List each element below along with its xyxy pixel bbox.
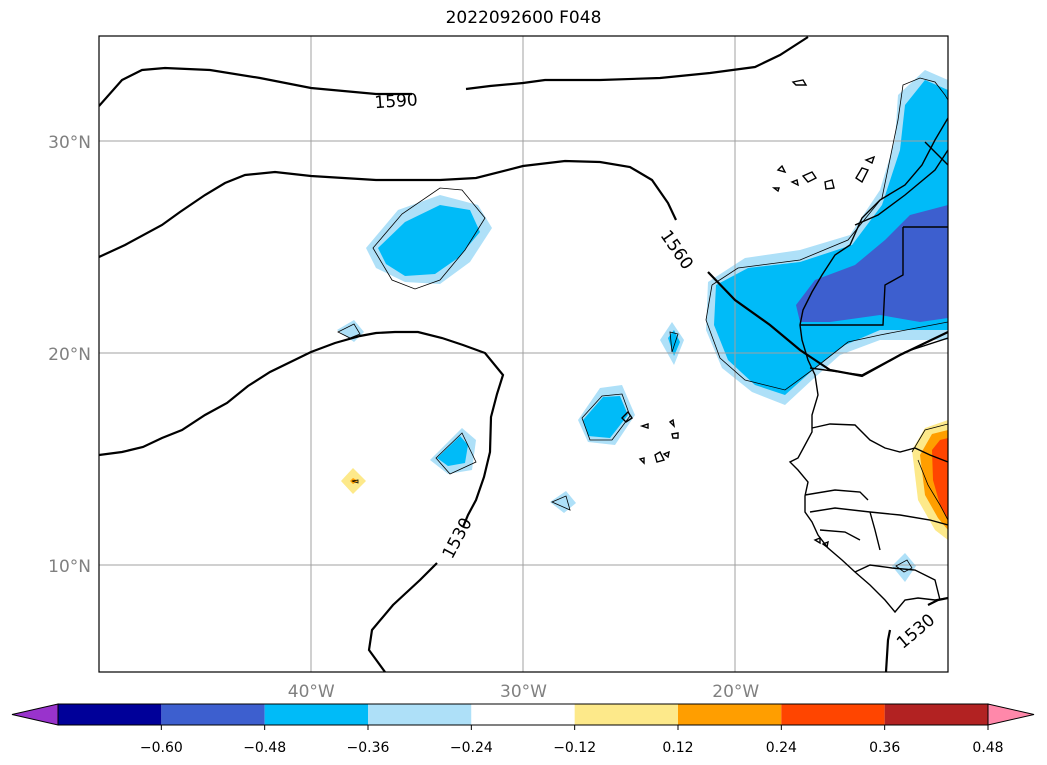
colorbar-frame: [57, 703, 989, 726]
canary-island: [776, 164, 787, 174]
anomaly-outline: [372, 187, 486, 290]
lat-tick-label: 10°N: [48, 557, 91, 577]
colorbar-extend-low: [11, 703, 59, 726]
lon-tick-labels: 40°W 30°W 20°W: [288, 682, 760, 702]
canary-island: [855, 167, 869, 184]
colorbar-tick-label: 0.24: [766, 740, 797, 756]
contour-1530: [927, 596, 948, 606]
plot-frame: [98, 35, 949, 673]
anomaly-outline: [895, 559, 913, 573]
anomaly-outline: [581, 393, 631, 441]
coastlines: [621, 79, 948, 614]
colorbar-tick-label: −0.12: [553, 740, 596, 756]
anomaly-outline: [669, 331, 679, 353]
africa-coastline: [788, 117, 948, 614]
contour-1590: [99, 66, 412, 107]
colorbar-swatch: [884, 704, 988, 725]
cape-verde-island: [639, 423, 649, 429]
mauritania-border: [800, 226, 948, 326]
height-contours: [99, 36, 948, 672]
map-title: 2022092600 F048: [445, 8, 602, 28]
shade-cyan: [378, 205, 480, 276]
colorbar-swatch: [368, 704, 472, 725]
shade-medium-blue: [796, 205, 948, 322]
colorbar-extend-high: [987, 703, 1035, 726]
cape-verde-island: [638, 457, 645, 465]
contour-1530: [367, 562, 438, 672]
bissagos-island: [821, 540, 829, 549]
colorbar-tick-label: −0.24: [450, 740, 493, 756]
contour-label: 1560: [656, 227, 697, 274]
canary-island: [801, 171, 818, 183]
cape-verde-island: [621, 410, 633, 423]
shade-cyan: [583, 396, 628, 438]
lat-tick-labels: 30°N 20°N 10°N: [48, 133, 91, 577]
colorbar: −0.60 −0.48 −0.36 −0.24 −0.12 0.12 0.24 0.36 0.4…: [11, 703, 1035, 756]
canary-island: [790, 179, 799, 187]
colorbar-swatch: [161, 704, 265, 725]
colorbar-swatch: [58, 704, 162, 725]
contour-1560: [707, 271, 948, 378]
colorbar-tick-label: −0.60: [140, 740, 183, 756]
contour-1590: [465, 36, 809, 91]
colorbar-tick-label: −0.36: [347, 740, 390, 756]
senegal-region-borders: [804, 423, 948, 601]
western-sahara-border: [854, 149, 948, 226]
canary-island: [864, 155, 876, 164]
anomaly-outline: [351, 479, 359, 484]
lon-tick-label: 20°W: [712, 682, 759, 702]
anomaly-outline: [435, 432, 477, 475]
shaded-field: [337, 70, 948, 582]
anomaly-outline: [551, 495, 571, 511]
anomaly-outline: [917, 459, 948, 521]
lon-tick-label: 30°W: [500, 682, 547, 702]
canary-island: [771, 187, 780, 193]
bissagos-island: [813, 536, 821, 545]
colorbar-tick-label: 0.48: [972, 740, 1003, 756]
shade-light-blue: [550, 491, 576, 513]
anomaly-outline: [337, 323, 361, 339]
contour-labels: 1590 1560 1530 1530: [374, 90, 939, 653]
colorbar-swatch: [471, 704, 575, 725]
contour-1530: [99, 330, 505, 528]
colorbar-swatch: [678, 704, 782, 725]
contour-label: 1530: [439, 515, 477, 563]
morocco-algeria-border: [924, 141, 948, 166]
anomaly-outlines: [337, 77, 948, 573]
lat-tick-label: 30°N: [48, 133, 91, 153]
madeira-island: [791, 79, 808, 86]
shade-cyan: [437, 436, 468, 466]
contour-1530: [884, 629, 892, 672]
cape-verde-island: [654, 451, 666, 463]
colorbar-tick-label: 0.12: [662, 740, 693, 756]
lon-tick-label: 40°W: [288, 682, 335, 702]
canary-island: [824, 179, 835, 190]
colorbar-swatch: [574, 704, 678, 725]
cape-verde-island: [668, 418, 676, 429]
cape-verde-island: [671, 432, 679, 439]
colorbar-tick-label: −0.48: [243, 740, 286, 756]
contour-label: 1530: [893, 610, 939, 653]
shade-red-orange: [932, 438, 948, 520]
contour-label: 1590: [374, 90, 419, 113]
colorbar-swatch: [781, 704, 885, 725]
anomaly-outline: [711, 77, 948, 286]
contour-1560: [99, 159, 677, 258]
colorbar-tick-label: 0.36: [869, 740, 900, 756]
cape-verde-island: [662, 450, 670, 459]
anomaly-outline: [911, 423, 948, 453]
colorbar-swatch: [264, 704, 368, 725]
lat-tick-label: 20°N: [48, 345, 91, 365]
shade-light-blue: [892, 553, 916, 582]
anomaly-outline: [705, 284, 948, 391]
